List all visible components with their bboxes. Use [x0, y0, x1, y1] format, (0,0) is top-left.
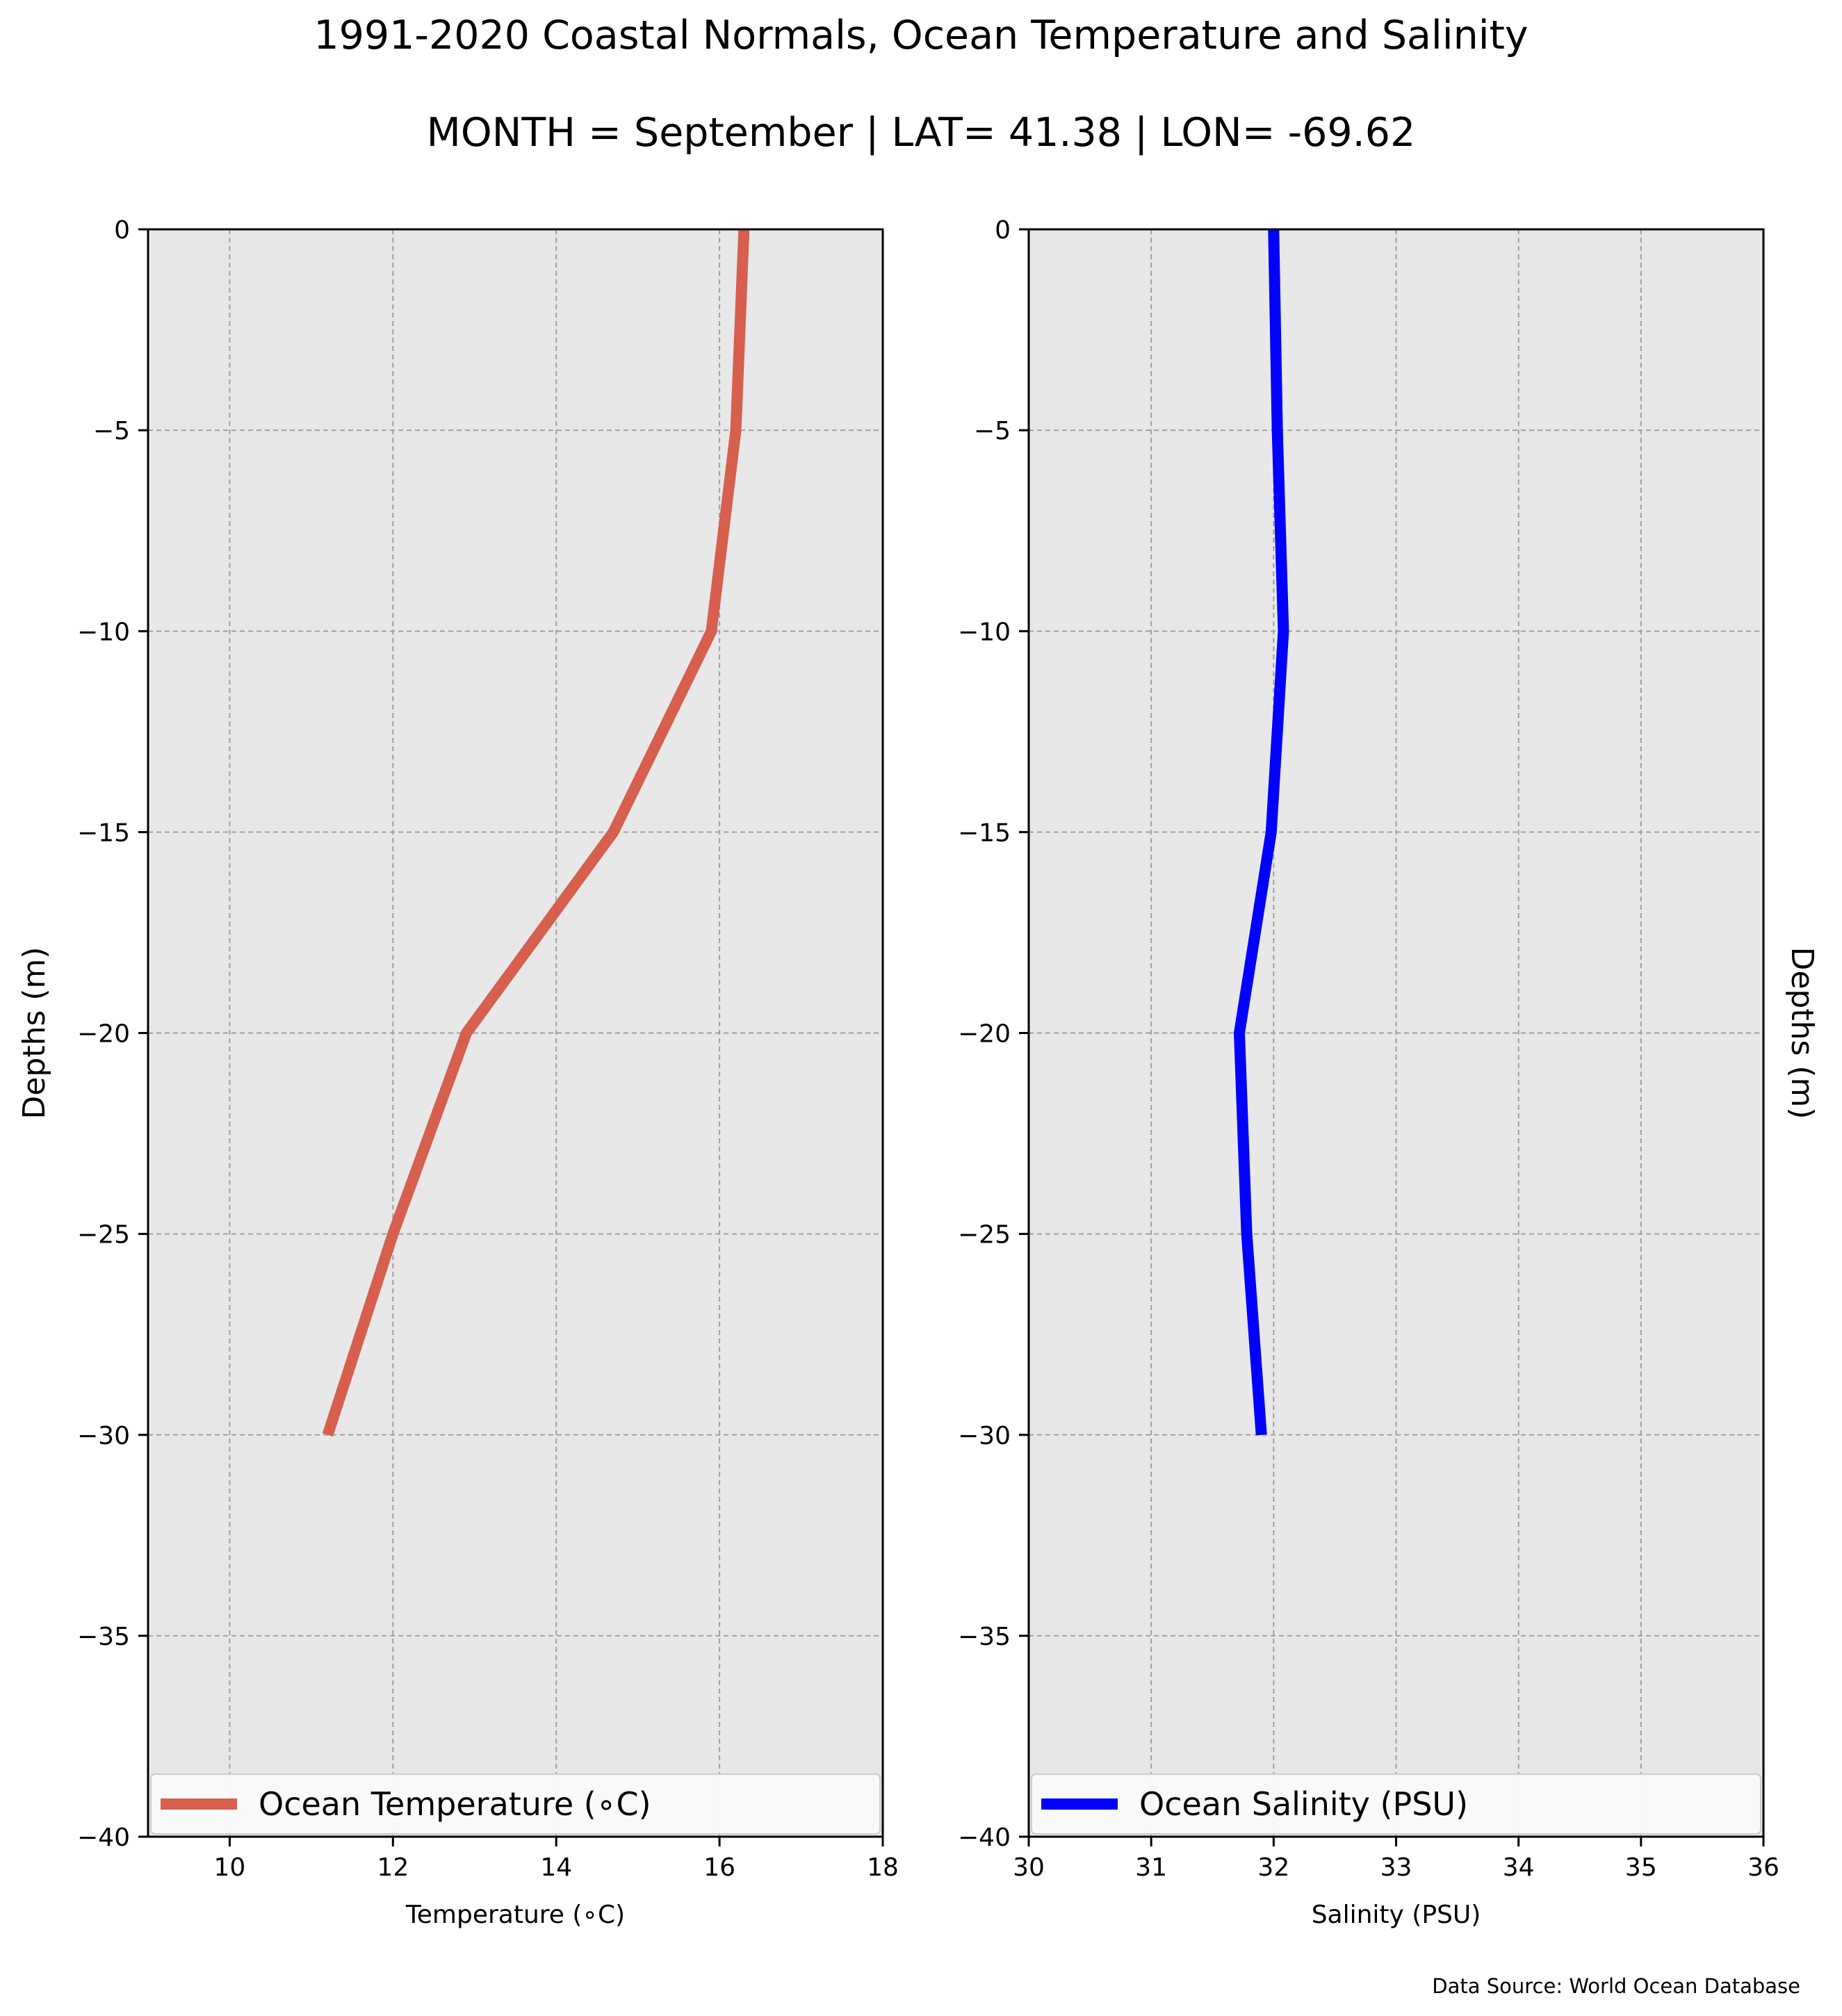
y-tick-label: −30	[77, 1422, 130, 1450]
chart-panel-2: 30 31 32 33 34 35 36 0 −5 −10 −15 −20 −25 −30 −35 −40 Sa…	[958, 216, 1820, 1929]
y-tick-label: −5	[93, 417, 130, 445]
x-tick-label: 10	[214, 1853, 246, 1882]
x-tick-label: 12	[377, 1853, 409, 1882]
x-tick-label: 31	[1135, 1853, 1167, 1882]
y-tick-label: 0	[114, 216, 130, 245]
legend-box	[1031, 1773, 1761, 1835]
y-tick-label: −20	[77, 1020, 130, 1049]
chart-panels: 10 12 14 16 18 0 −5 −10 −15 −20 −25 −30 −35 −40 Temper…	[17, 216, 1820, 1929]
y-tick-label: −25	[77, 1221, 130, 1249]
y-tick-label: −10	[958, 618, 1011, 646]
y-tick-label: −25	[958, 1221, 1011, 1249]
x-tick-label: 18	[867, 1853, 899, 1882]
x-tick-label: 34	[1503, 1853, 1535, 1882]
x-tick-label: 16	[703, 1853, 735, 1882]
legend-label: Ocean Temperature (∘C)	[259, 1785, 651, 1823]
legend-label: Ocean Salinity (PSU)	[1139, 1785, 1468, 1823]
y-tick-label: −40	[958, 1824, 1011, 1852]
x-tick-label: 36	[1747, 1853, 1779, 1882]
y-axis-label: Depths (m)	[17, 946, 52, 1119]
y-tick-label: −15	[958, 819, 1011, 847]
y-tick-label: 0	[995, 216, 1011, 245]
x-tick-label: 35	[1625, 1853, 1657, 1882]
y-tick-label: −5	[974, 417, 1011, 445]
figure-title: 1991-2020 Coastal Normals, Ocean Tempera…	[313, 13, 1528, 58]
x-tick-label: 30	[1013, 1853, 1045, 1882]
data-source: Data Source: World Ocean Database	[1432, 1974, 1800, 1998]
x-axis-label: Salinity (PSU)	[1312, 1901, 1481, 1929]
series-line	[1234, 229, 1289, 1436]
y-tick-label: −40	[77, 1824, 130, 1852]
y-tick-label: −10	[77, 618, 130, 646]
y-axis-label: Depths (m)	[1784, 946, 1820, 1119]
chart-panel-1: 10 12 14 16 18 0 −5 −10 −15 −20 −25 −30 −35 −40 Temper…	[17, 216, 899, 1929]
x-tick-label: 33	[1380, 1853, 1412, 1882]
y-tick-label: −35	[958, 1623, 1011, 1651]
y-tick-label: −20	[958, 1020, 1011, 1049]
series-line	[322, 229, 750, 1437]
y-tick-label: −35	[77, 1623, 130, 1651]
legend-box	[150, 1773, 881, 1835]
y-tick-label: −15	[77, 819, 130, 847]
x-tick-label: 32	[1257, 1853, 1289, 1882]
x-tick-label: 14	[540, 1853, 572, 1882]
x-axis-label: Temperature (∘C)	[405, 1901, 625, 1929]
figure-subtitle: MONTH = September | LAT= 41.38 | LON= -6…	[427, 110, 1416, 156]
y-tick-label: −30	[958, 1422, 1011, 1450]
